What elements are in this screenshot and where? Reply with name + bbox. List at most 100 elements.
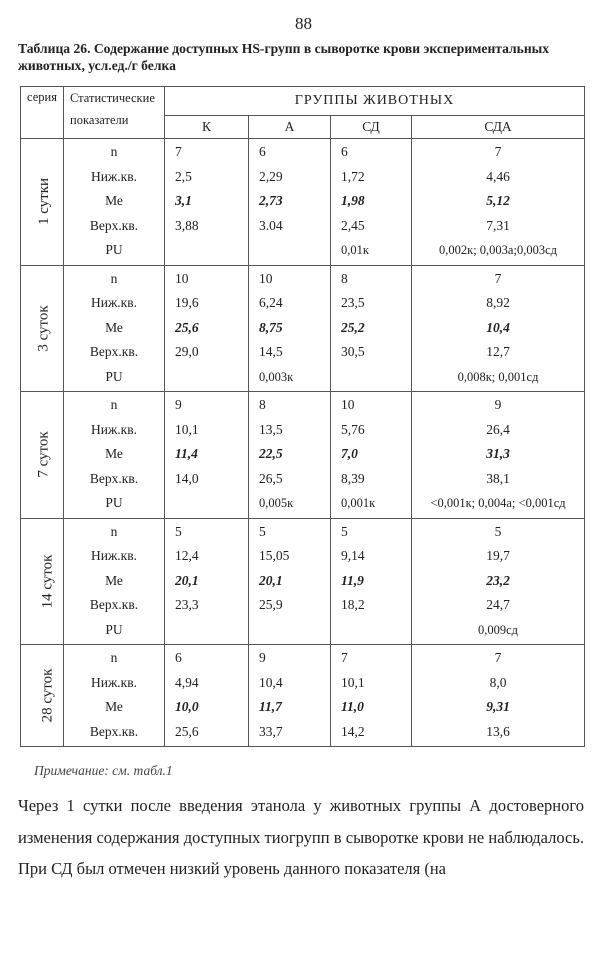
stat-label: Ниж.кв.	[91, 168, 137, 184]
series-text: 14 суток	[39, 554, 56, 609]
cell-value: 12,7	[486, 344, 510, 359]
median-value: 31,3	[486, 446, 510, 461]
cell-value: 10	[341, 397, 355, 412]
cell-value: 23,3	[175, 597, 199, 612]
stat-label: n	[110, 650, 118, 665]
cell-value: 10,4	[259, 674, 283, 690]
pu-value: <0,001к; 0,004а; <0,001сд	[430, 496, 566, 510]
stat-label: PU	[105, 368, 123, 384]
table-row: 3 суток n Ниж.кв. Ме Верх.кв. PU 10 19,6 25,6 29,…	[20, 264, 586, 392]
cell-value: 15,05	[259, 548, 290, 563]
header-seria: серия	[20, 86, 64, 139]
median-value: 5,12	[486, 193, 510, 208]
group-values-sda: 7 4,46 5,12 7,31 0,002к; 0,003а;0,003сд	[410, 138, 586, 266]
pu-value: 0,009сд	[477, 622, 519, 637]
pu-value	[175, 238, 248, 263]
cell-value: 26,5	[259, 470, 283, 486]
group-values-k: 9 10,1 11,4 14,0	[164, 391, 249, 519]
cell-value: 8	[259, 397, 266, 412]
pu-value	[259, 238, 330, 263]
cell-value: 26,4	[486, 421, 510, 437]
stat-label: PU	[105, 242, 123, 257]
cell-value: 19,6	[175, 295, 199, 310]
median-value: 20,1	[259, 572, 283, 588]
stat-label: Ме	[105, 319, 123, 335]
cell-value: 3,88	[175, 217, 199, 233]
median-value: 25,6	[175, 319, 199, 335]
data-table: серия Статистические показатели ГРУППЫ Ж…	[20, 86, 586, 747]
median-value: 2,73	[259, 193, 283, 208]
median-value: 11,0	[341, 699, 364, 714]
cell-value: 30,5	[341, 344, 365, 359]
cell-value: 12,4	[175, 548, 199, 563]
cell-value: 3.04	[259, 217, 283, 233]
cell-value: 7	[494, 144, 502, 159]
median-value: 23,2	[486, 572, 510, 588]
series-label: 7 суток	[20, 391, 64, 519]
median-value: 3,1	[175, 193, 192, 208]
cell-value: 10	[259, 270, 273, 286]
cell-value: 2,5	[175, 168, 192, 184]
cell-value: 10,1	[175, 421, 199, 437]
cell-value: 24,7	[486, 597, 510, 612]
group-values-sd: 7 10,1 11,0 14,2	[330, 644, 412, 747]
cell-value: 1,72	[341, 168, 365, 184]
cell-value: 5	[259, 523, 266, 539]
header-group-a: А	[248, 115, 331, 139]
header-group-sd: СД	[330, 115, 412, 139]
stat-label: Ниж.кв.	[91, 421, 137, 437]
pu-value	[259, 618, 330, 643]
page-number: 88	[295, 14, 312, 33]
cell-value: 5,76	[341, 421, 365, 437]
cell-value: 25,6	[175, 723, 199, 739]
group-values-sda: 7 8,0 9,31 13,6	[410, 644, 586, 747]
pu-value	[175, 618, 248, 643]
cell-value: 10	[175, 270, 189, 286]
cell-value: 4,46	[486, 168, 510, 184]
body-paragraph: Через 1 сутки после введения этанола у ж…	[18, 796, 584, 878]
series-text: 1 сутки	[36, 178, 53, 226]
group-values-k: 6 4,94 10,0 25,6	[164, 644, 249, 747]
group-values-a: 6 2,29 2,73 3.04	[248, 138, 331, 266]
group-values-sd: 6 1,72 1,98 2,45 0,01к	[330, 138, 412, 266]
table-row: 7 суток n Ниж.кв. Ме Верх.кв. PU 9 10,1 11,4 14,0…	[20, 391, 586, 519]
cell-value: 14,5	[259, 344, 283, 359]
header-group-sda: СДА	[410, 115, 586, 139]
group-values-k: 5 12,4 20,1 23,3	[164, 517, 249, 645]
cell-value: 4,94	[175, 674, 199, 690]
cell-value: 33,7	[259, 723, 283, 739]
table-row: 1 сутки n Ниж.кв. Ме Верх.кв. PU 7 2,5 3,1 3,88 6 2…	[20, 138, 586, 266]
stat-labels: n Ниж.кв. Ме Верх.кв. PU	[63, 391, 165, 519]
series-label: 28 суток	[20, 644, 64, 747]
stat-label: Ниж.кв.	[91, 548, 137, 563]
group-values-a: 5 15,05 20,1 25,9	[248, 517, 331, 645]
stat-label: Верх.кв.	[89, 470, 139, 486]
cell-value: 19,7	[486, 548, 510, 563]
cell-value: 8,92	[486, 295, 510, 310]
median-value: 25,2	[341, 319, 365, 335]
pu-value	[341, 365, 411, 390]
cell-value: 9	[175, 397, 182, 412]
pu-value	[175, 491, 248, 516]
cell-value: 10,1	[341, 674, 365, 690]
median-value: 7,0	[341, 446, 358, 461]
group-values-sd: 10 5,76 7,0 8,39 0,001к	[330, 391, 412, 519]
pu-value: 0,01к	[341, 243, 369, 257]
cell-value: 23,5	[341, 295, 365, 310]
stat-label: n	[110, 144, 118, 159]
median-value: 11,9	[341, 572, 364, 588]
series-label: 3 суток	[20, 264, 64, 392]
cell-value: 8,39	[341, 470, 365, 486]
pu-value: 0,003к	[259, 369, 294, 384]
stat-label: n	[110, 397, 118, 412]
median-value: 10,4	[486, 319, 510, 335]
median-value: 11,4	[175, 446, 198, 461]
series-text: 3 суток	[35, 305, 52, 352]
cell-value: 13,5	[259, 421, 283, 437]
group-values-sda: 7 8,92 10,4 12,7 0,008к; 0,001сд	[410, 264, 586, 392]
median-value: 22,5	[259, 446, 283, 461]
series-label: 1 сутки	[20, 138, 64, 266]
cell-value: 13,6	[486, 723, 510, 739]
stat-label: Ме	[105, 193, 123, 208]
median-value: 8,75	[259, 319, 283, 335]
